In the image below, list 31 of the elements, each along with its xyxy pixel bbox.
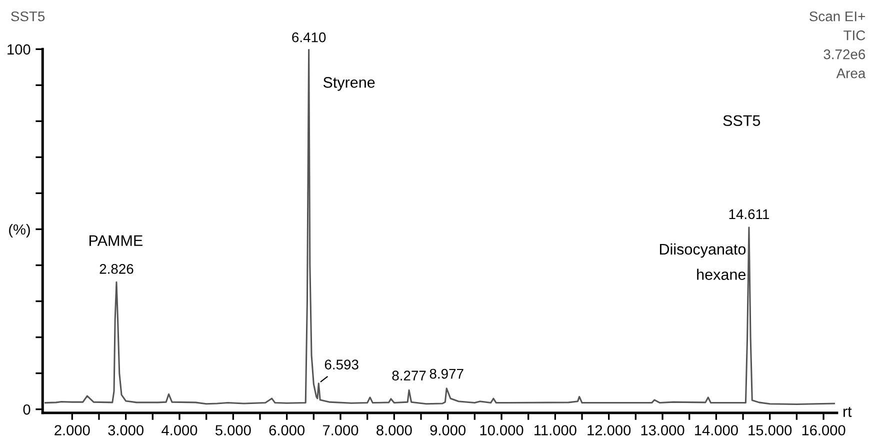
annotation: 2.826: [100, 264, 134, 274]
chart-title: SST5: [11, 11, 45, 22]
x-tick-label: 14.000: [694, 425, 738, 436]
annotation: Styrene: [323, 77, 375, 91]
x-tick-label: 5.000: [215, 425, 251, 436]
x-tick-label: 6.000: [269, 425, 305, 436]
x-tick-label: 4.000: [162, 425, 198, 436]
x-axis-title: rt: [844, 406, 852, 417]
y-tick-label: 0: [23, 404, 30, 415]
y-tick-label: 100: [8, 44, 30, 55]
y-tick-label: (%): [9, 224, 30, 238]
x-tick-label: 9.000: [430, 425, 466, 436]
annotation: PAMME: [90, 235, 142, 246]
annotation: SST5: [723, 115, 760, 126]
x-tick-label: 3.000: [108, 425, 144, 436]
annotation: 14.611: [729, 209, 770, 220]
x-tick-label: 15.000: [748, 425, 792, 436]
x-tick-label: 10.000: [480, 425, 524, 436]
x-tick-label: 13.000: [641, 425, 684, 436]
x-tick-label: 11.000: [534, 425, 576, 436]
x-tick-label: 16.000: [802, 425, 846, 436]
annotation: 8.277: [392, 370, 426, 380]
x-tick-label: 7.000: [323, 425, 358, 436]
x-tick-label: 12.000: [588, 425, 631, 436]
x-tick-label: 8.000: [376, 425, 412, 436]
annotation: 6.410: [292, 32, 326, 42]
annotation: Diisocyanato hexane: [660, 243, 746, 280]
annotation: 8.977: [430, 368, 464, 379]
chart-subtitle: Scan EI+ TIC 3.72e6 Area: [810, 11, 866, 78]
x-tick-label: 2.000: [54, 425, 90, 436]
annotation: 6.593: [324, 360, 358, 370]
